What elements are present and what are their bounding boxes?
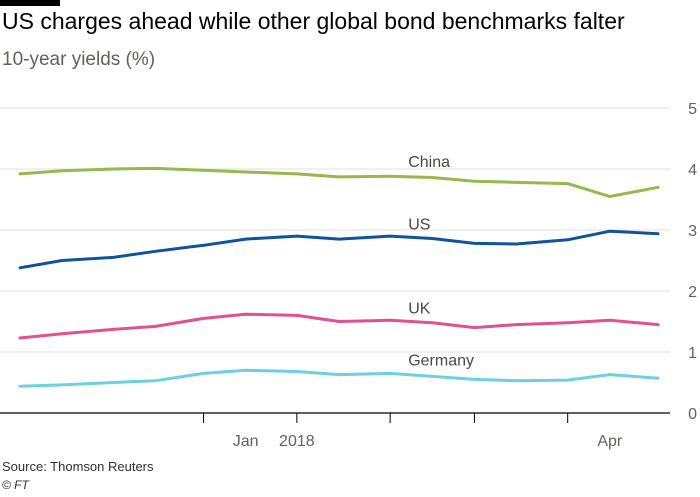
ft-brand-bar: [0, 0, 60, 6]
series-label-us: US: [408, 216, 430, 233]
x-tick-label-0: Jan: [233, 433, 259, 450]
chart-title: US charges ahead while other global bond…: [2, 8, 625, 34]
series-line-uk: [18, 312, 660, 340]
y-tick-label-5: 5: [688, 101, 697, 118]
series-line-china: [18, 166, 660, 198]
y-tick-label-3: 3: [688, 223, 697, 240]
series-line-germany: [18, 368, 660, 388]
series-label-uk: UK: [408, 301, 431, 318]
series-line-us: [18, 229, 660, 270]
series-label-germany: Germany: [408, 352, 474, 369]
series-label-china: China: [408, 154, 450, 171]
y-tick-label-4: 4: [688, 162, 697, 179]
x-tick-label-1: 2018: [279, 433, 315, 450]
y-tick-label-0: 0: [688, 406, 697, 423]
y-tick-label-1: 1: [688, 345, 697, 362]
line-chart: 0 1 2 3 4 5 Jan 2018 Apr China US UK Germany: [0, 101, 697, 450]
x-tick-label-2: Apr: [597, 433, 623, 450]
y-tick-label-2: 2: [688, 284, 697, 301]
chart-source: Source: Thomson Reuters: [2, 459, 154, 474]
chart-credit: © FT: [2, 478, 29, 492]
chart-subtitle: 10-year yields (%): [2, 49, 156, 70]
